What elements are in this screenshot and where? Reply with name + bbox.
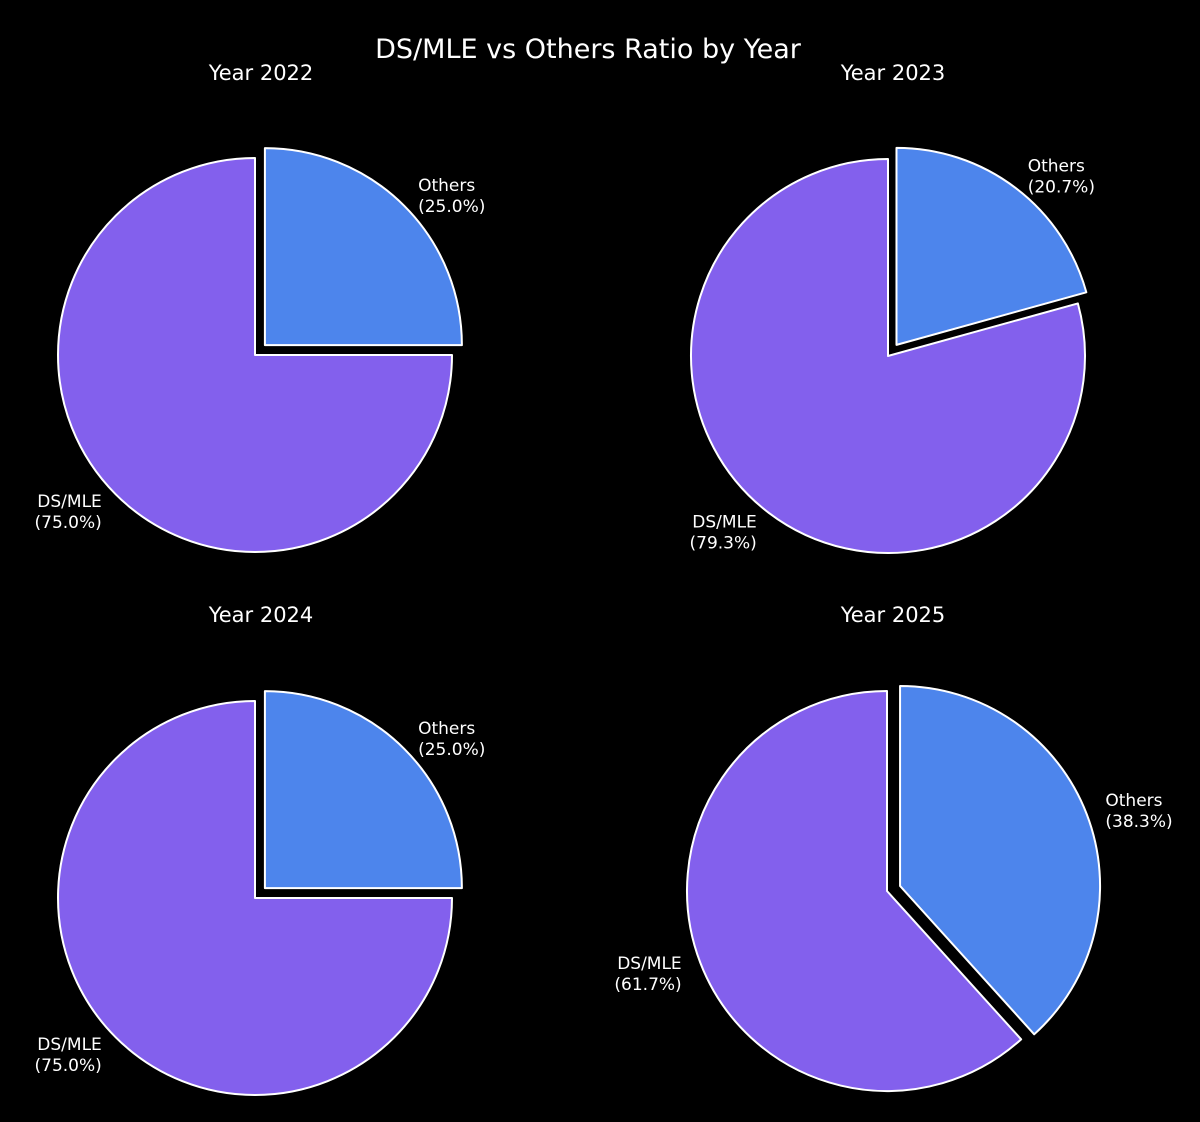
- pie-panel-2025: Year 2025 DS/MLE(61.7%) Others(38.3%): [614, 603, 1173, 1092]
- slice-label-name: Others: [418, 719, 475, 739]
- pie-panel-2024: Year 2024 DS/MLE(75.0%) Others(25.0%): [35, 603, 485, 1096]
- panel-title: Year 2025: [840, 603, 946, 627]
- panel-title: Year 2023: [840, 61, 946, 85]
- slice-label-percent: (25.0%): [418, 740, 485, 760]
- slice-label-percent: (61.7%): [614, 975, 681, 995]
- slice-label-name: DS/MLE: [37, 1035, 102, 1055]
- panel-title: Year 2022: [208, 61, 314, 85]
- pie-slice-others: [263, 147, 463, 347]
- slice-label-percent: (25.0%): [418, 197, 485, 217]
- pie-slice-ds-mle: [57, 157, 453, 553]
- pie-panel-2023: Year 2023 DS/MLE(79.3%) Others(20.7%): [690, 61, 1095, 554]
- slice-label-percent: (38.3%): [1105, 812, 1172, 832]
- slice-label-name: DS/MLE: [692, 513, 757, 533]
- figure-title: DS/MLE vs Others Ratio by Year: [375, 34, 802, 65]
- slice-label-percent: (75.0%): [35, 1056, 102, 1076]
- slice-label-name: Others: [1028, 156, 1085, 176]
- slice-label-percent: (75.0%): [35, 513, 102, 533]
- pie-slice-others: [895, 146, 1088, 346]
- pie-slice-others: [899, 684, 1102, 1036]
- pie-slice-others: [263, 690, 463, 890]
- pie-slice-ds-mle: [686, 690, 1023, 1092]
- slice-label-name: DS/MLE: [37, 492, 102, 512]
- slice-label-percent: (79.3%): [690, 534, 757, 554]
- slice-label-percent: (20.7%): [1028, 177, 1095, 197]
- pie-panel-2022: Year 2022 DS/MLE(75.0%) Others(25.0%): [35, 61, 485, 553]
- pie-slice-ds-mle: [57, 700, 453, 1096]
- slice-label-name: Others: [1105, 791, 1162, 811]
- pie-slice-ds-mle: [690, 158, 1086, 554]
- slice-label-name: DS/MLE: [617, 954, 682, 974]
- panel-title: Year 2024: [208, 603, 314, 627]
- slice-label-name: Others: [418, 176, 475, 196]
